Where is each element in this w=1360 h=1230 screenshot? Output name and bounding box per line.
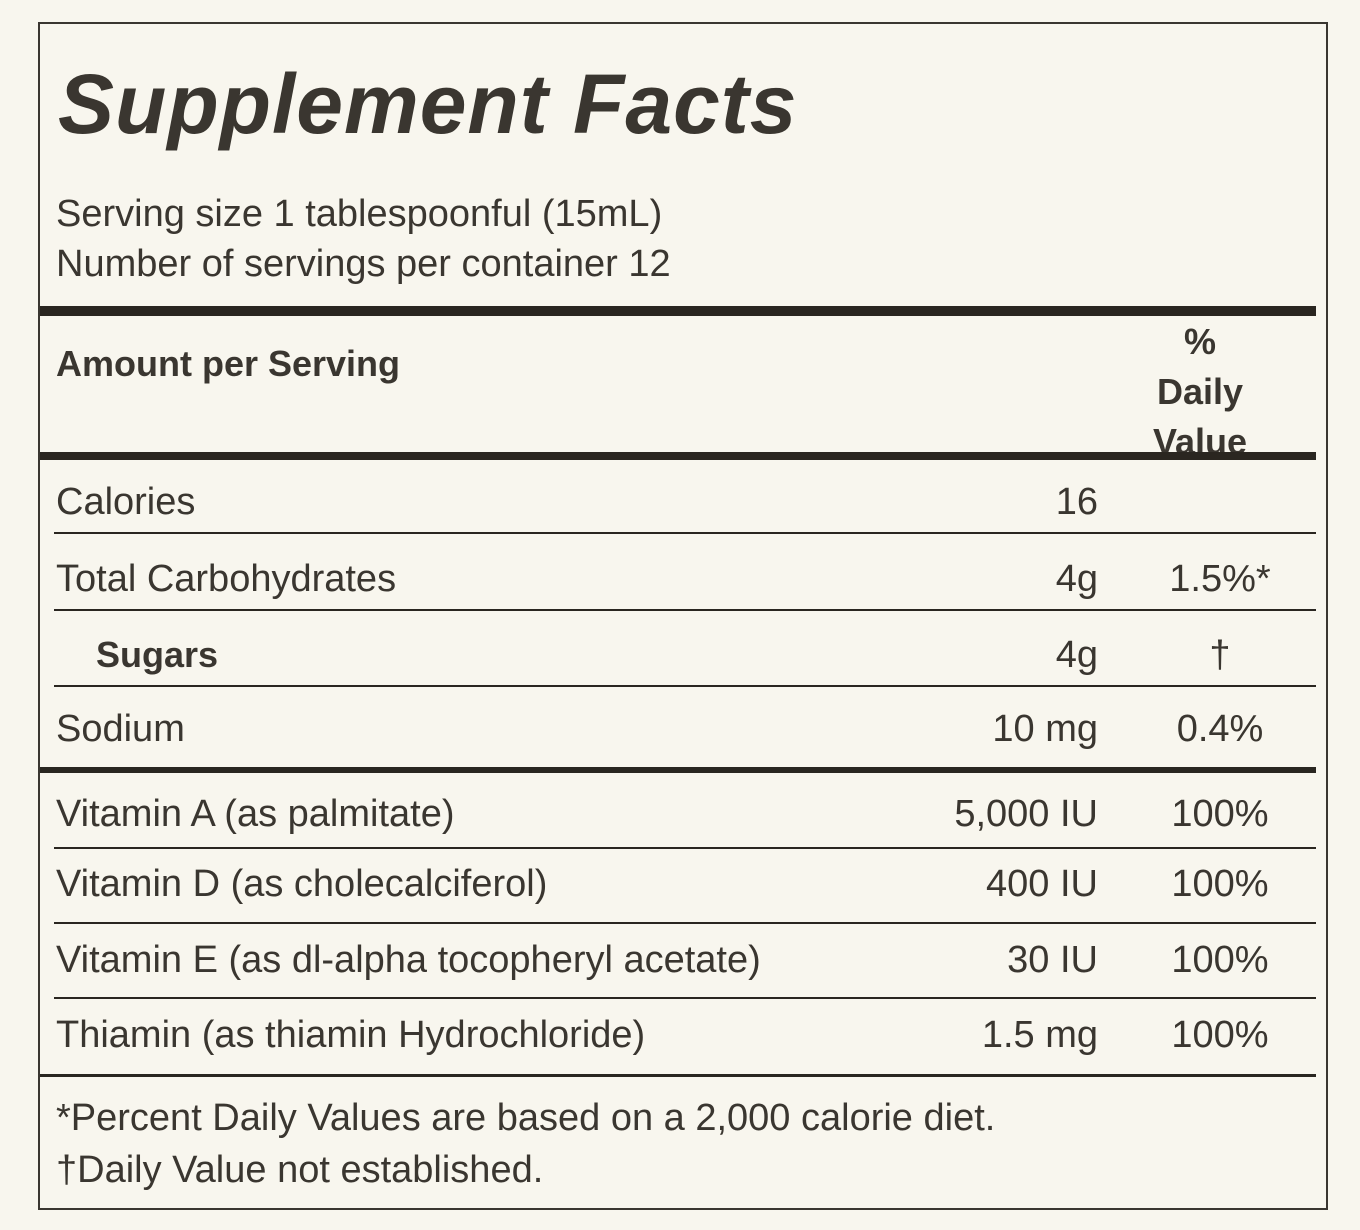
row-amount: 5,000 IU	[954, 793, 1098, 835]
row-daily-value: 100%	[1171, 863, 1269, 905]
thin-rule	[54, 922, 1316, 924]
daily-value-header: % Daily Value	[1152, 321, 1248, 462]
row-amount: 1.5 mg	[981, 1014, 1098, 1056]
footnote: *Percent Daily Values are based on a 2,0…	[56, 1097, 996, 1139]
row-daily-value: 100%	[1171, 1014, 1269, 1056]
row-daily-value: 100%	[1171, 793, 1269, 835]
thin-rule	[54, 997, 1316, 999]
row-amount: 4g	[1055, 558, 1098, 600]
footnote: †Daily Value not established.	[56, 1149, 544, 1191]
thick-rule	[40, 1074, 1316, 1077]
row-daily-value: †	[1209, 634, 1231, 676]
row-label: Total Carbohydrates	[56, 558, 397, 600]
thin-rule	[54, 532, 1316, 534]
thin-rule	[54, 847, 1316, 849]
row-amount: 400 IU	[986, 863, 1098, 905]
row-label: Thiamin (as thiamin Hydrochloride)	[56, 1014, 646, 1056]
row-label: Vitamin E (as dl-alpha tocopheryl acetat…	[56, 939, 761, 981]
facts-panel: Supplement Facts Serving size 1 tablespo…	[38, 22, 1328, 1210]
amount-header: Amount per Serving	[56, 343, 401, 384]
title: Supplement Facts	[58, 57, 798, 151]
row-label: Vitamin A (as palmitate)	[56, 793, 455, 835]
row-label: Calories	[56, 481, 196, 523]
row-amount: 30 IU	[1007, 939, 1098, 981]
row-label: Sodium	[56, 708, 185, 750]
serving-line: Number of servings per container 12	[56, 243, 671, 285]
thin-rule	[54, 609, 1316, 611]
row-label: Vitamin D (as cholecalciferol)	[56, 863, 548, 905]
row-amount: 10 mg	[992, 708, 1098, 750]
serving-line: Serving size 1 tablespoonful (15mL)	[56, 193, 663, 235]
row-amount: 4g	[1055, 634, 1098, 676]
row-daily-value: 100%	[1171, 939, 1269, 981]
thick-rule	[40, 452, 1316, 460]
thin-rule	[54, 685, 1316, 687]
thick-rule	[40, 767, 1316, 773]
row-amount: 16	[1055, 481, 1098, 523]
thick-rule	[40, 306, 1316, 316]
row-daily-value: 0.4%	[1176, 708, 1264, 750]
row-daily-value: 1.5%*	[1169, 558, 1271, 600]
row-label: Sugars	[96, 634, 219, 675]
